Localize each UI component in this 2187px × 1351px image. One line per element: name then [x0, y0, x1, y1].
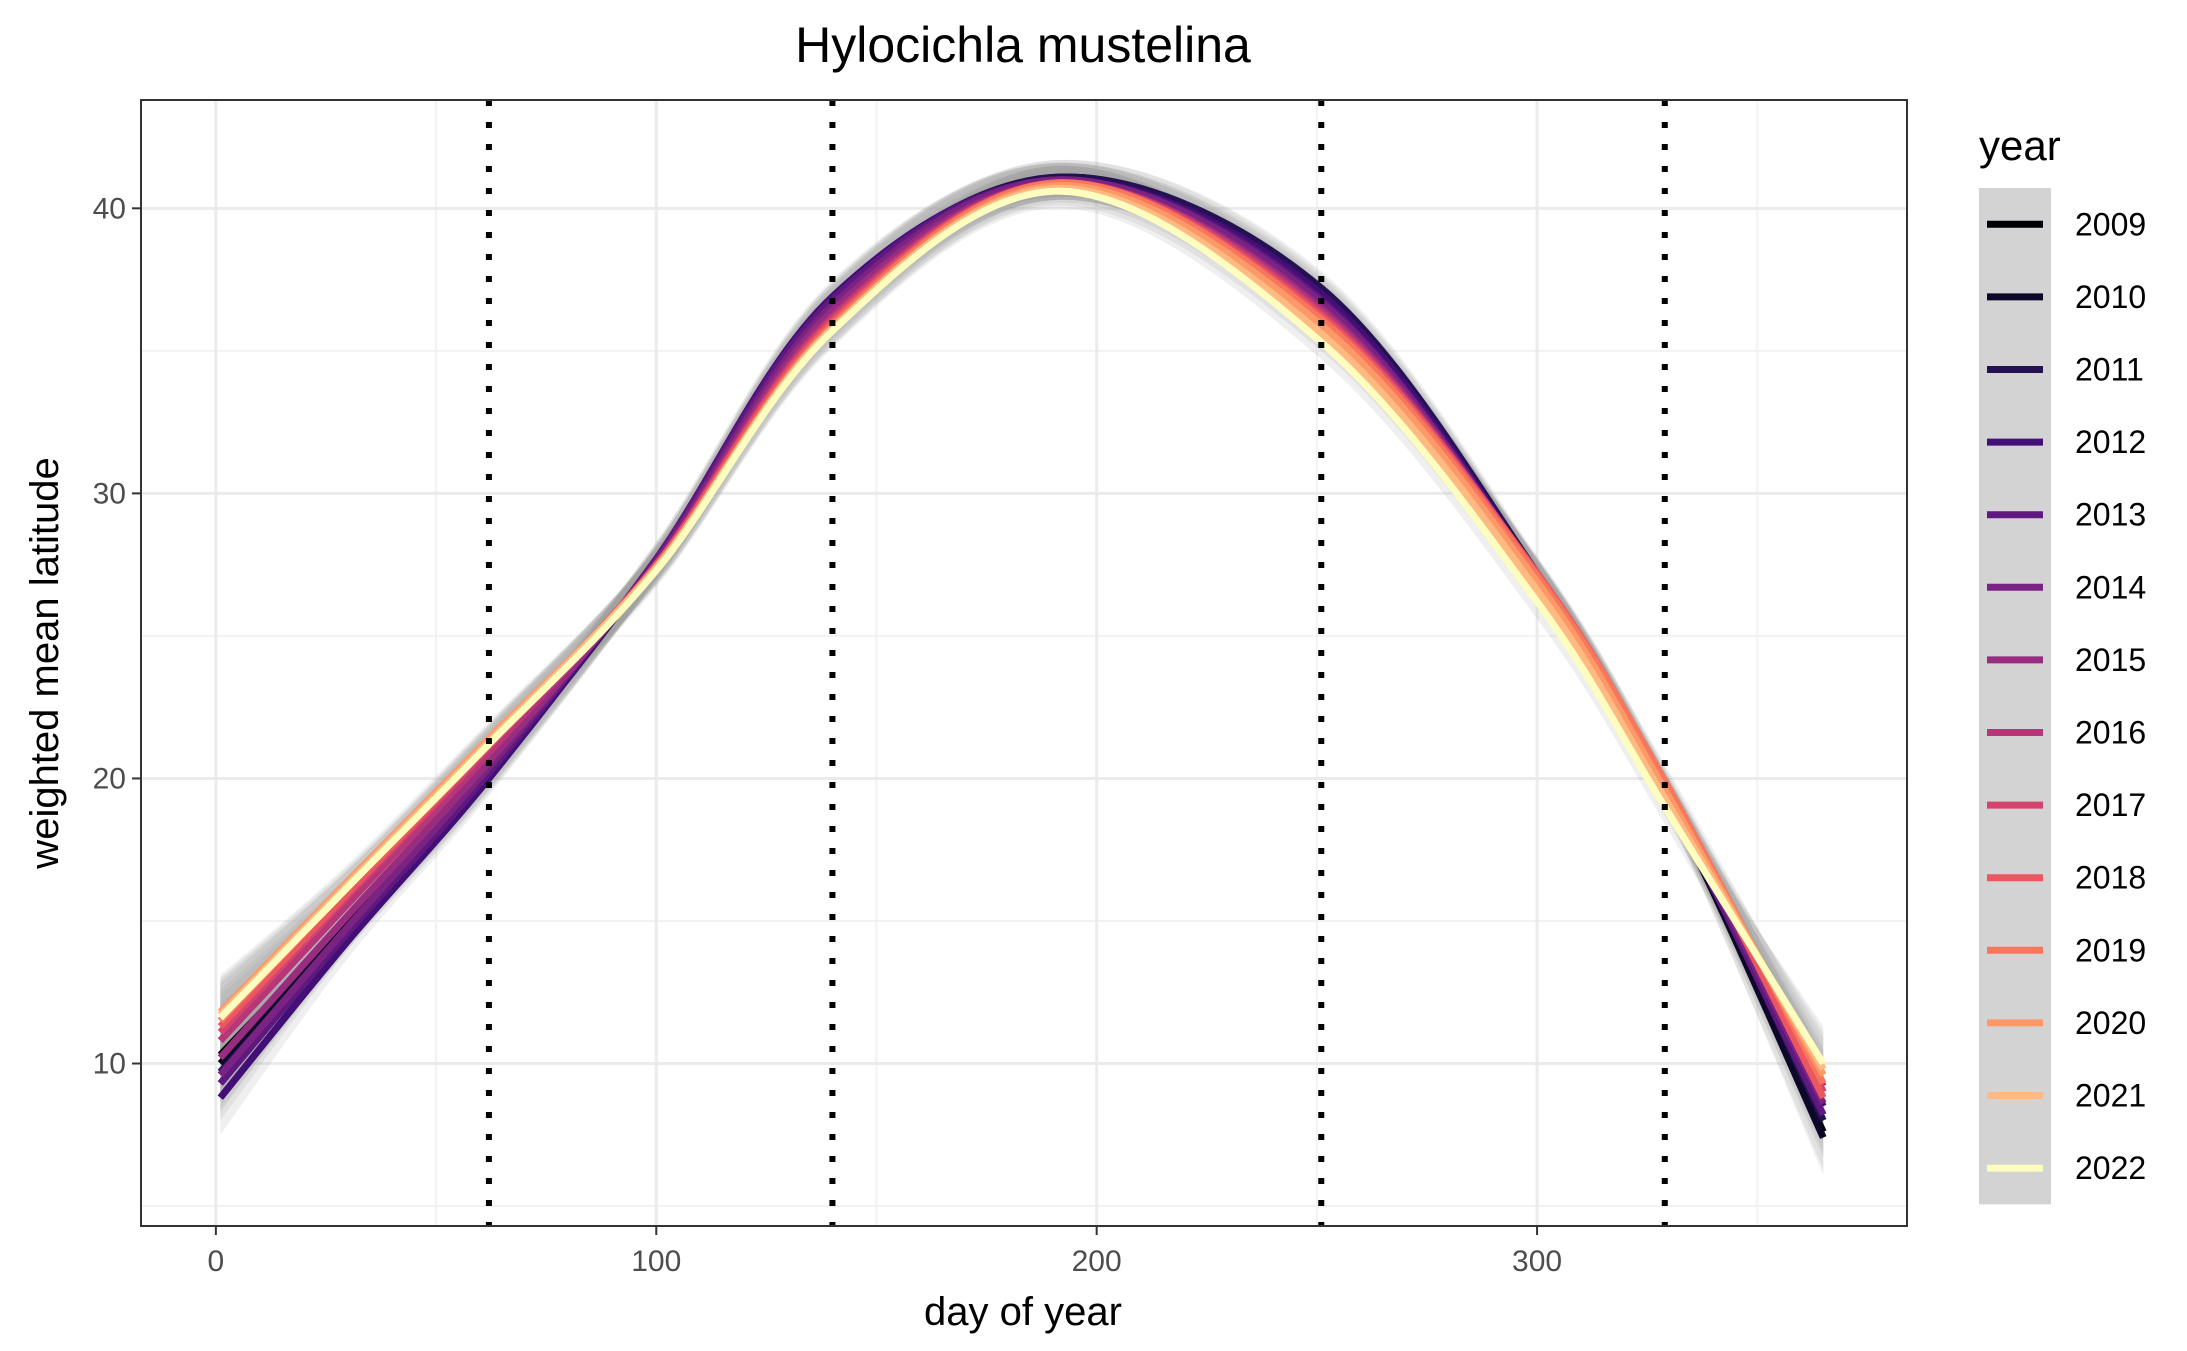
x-tick-label: 0 — [208, 1245, 225, 1278]
legend-label-2012: 2012 — [2075, 424, 2146, 460]
legend-label-2022: 2022 — [2075, 1150, 2146, 1186]
y-tick-label: 20 — [93, 762, 126, 795]
series-lines — [217, 173, 1827, 1140]
major-gridlines — [141, 100, 1907, 1226]
legend-key-background — [1979, 188, 2051, 1205]
x-axis-label: day of year — [924, 1290, 1122, 1334]
legend-label-2020: 2020 — [2075, 1005, 2146, 1041]
plot-border — [140, 99, 1908, 1227]
x-axis: 0 100 200 300 — [208, 1226, 1562, 1278]
legend-title: year — [1979, 122, 2061, 169]
y-axis-label: weighted mean latitude — [23, 457, 67, 869]
legend-label-2009: 2009 — [2075, 206, 2146, 242]
x-tick-label: 300 — [1512, 1245, 1562, 1278]
x-tick-label: 200 — [1072, 1245, 1122, 1278]
legend-label-2013: 2013 — [2075, 497, 2146, 533]
line-2022 — [217, 187, 1827, 1066]
legend-label-2011: 2011 — [2075, 352, 2144, 388]
legend-label-2019: 2019 — [2075, 932, 2146, 968]
y-tick-label: 40 — [93, 192, 126, 225]
x-tick-label: 100 — [631, 1245, 681, 1278]
legend-label-2017: 2017 — [2075, 787, 2146, 823]
y-tick-label: 10 — [93, 1048, 126, 1081]
legend: 2009 2010 2011 2012 2013 2014 2015 2016 2017 2018… — [1979, 188, 2146, 1205]
chart-title: Hylocichla mustelina — [795, 17, 1251, 73]
y-tick-label: 30 — [93, 477, 126, 510]
plot-panel — [141, 100, 1907, 1226]
y-axis: 10 20 30 40 — [93, 192, 141, 1081]
legend-label-2010: 2010 — [2075, 279, 2146, 315]
legend-label-2018: 2018 — [2075, 860, 2146, 896]
legend-label-2015: 2015 — [2075, 642, 2146, 678]
legend-label-2014: 2014 — [2075, 569, 2146, 605]
legend-label-2021: 2021 — [2075, 1078, 2146, 1114]
legend-label-2016: 2016 — [2075, 715, 2146, 751]
